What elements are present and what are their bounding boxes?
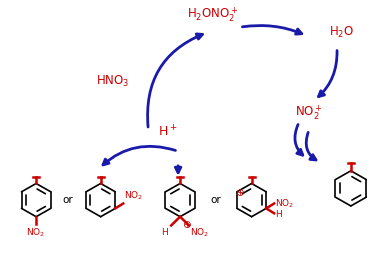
Text: $\mathsf{HNO_3}$: $\mathsf{HNO_3}$ — [96, 73, 129, 89]
Text: $\oplus$: $\oplus$ — [182, 219, 192, 230]
Text: $\mathsf{NO_2}$: $\mathsf{NO_2}$ — [26, 226, 46, 239]
Text: $\mathsf{NO_2}$: $\mathsf{NO_2}$ — [124, 189, 144, 201]
Text: or: or — [210, 195, 221, 205]
Text: $\mathsf{H}$: $\mathsf{H}$ — [275, 208, 283, 219]
Text: $\mathsf{NO_2}$: $\mathsf{NO_2}$ — [275, 197, 295, 210]
Text: $\mathsf{H_2ONO_2^+}$: $\mathsf{H_2ONO_2^+}$ — [187, 6, 238, 24]
Text: $\mathsf{NO_2^+}$: $\mathsf{NO_2^+}$ — [295, 103, 323, 122]
Text: $\oplus$: $\oplus$ — [235, 187, 245, 198]
Text: $\mathsf{H^+}$: $\mathsf{H^+}$ — [158, 124, 178, 139]
Text: or: or — [63, 195, 73, 205]
Text: $\mathsf{H}$: $\mathsf{H}$ — [161, 226, 169, 237]
Text: $\mathsf{H_2O}$: $\mathsf{H_2O}$ — [329, 24, 354, 40]
Text: $\mathsf{NO_2}$: $\mathsf{NO_2}$ — [190, 226, 209, 239]
